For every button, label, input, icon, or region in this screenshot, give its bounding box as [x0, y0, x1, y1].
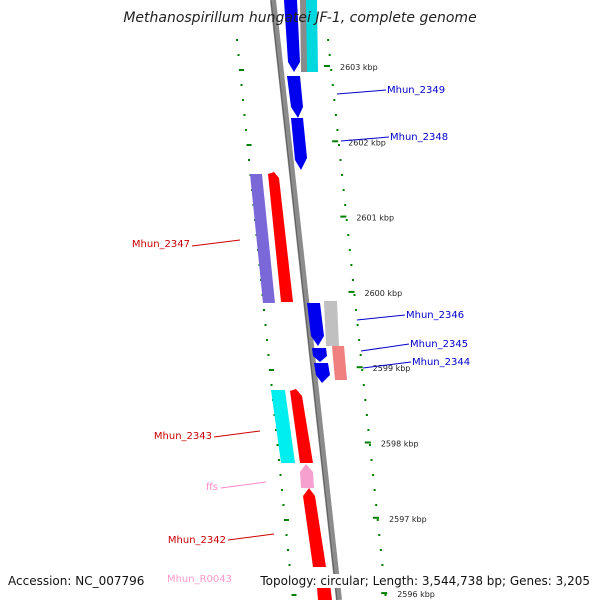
- label-mhun-2348[interactable]: Mhun_2348: [390, 132, 448, 143]
- cog-tracks: [250, 0, 347, 463]
- feature-mhun-2349-arrow[interactable]: [287, 76, 303, 118]
- feature-mhun-2350-arrow[interactable]: [284, 0, 300, 72]
- cog-block-cyan-top: [305, 0, 318, 72]
- label-mhun-2342[interactable]: Mhun_2342: [168, 535, 226, 546]
- feature-mhun-2346-arrow[interactable]: [307, 303, 324, 346]
- cog-block-gray-mid: [324, 301, 339, 346]
- cog-block-salmon: [332, 346, 347, 380]
- label-ffs[interactable]: ffs: [206, 482, 218, 493]
- label-mhun-2344[interactable]: Mhun_2344: [412, 357, 470, 368]
- label-mhun-2343[interactable]: Mhun_2343: [154, 431, 212, 442]
- ruler-tick-label: 2598 kbp: [381, 440, 419, 449]
- genome-backbone: [270, 0, 342, 600]
- ruler-tick-label: 2597 kbp: [389, 515, 427, 524]
- feature-mhun-2342-arrow[interactable]: [303, 488, 326, 567]
- ruler-tick-label: 2602 kbp: [348, 138, 386, 147]
- label-mhun-r0043[interactable]: Mhun_R0043: [167, 574, 232, 585]
- ruler-tick-label: 2601 kbp: [356, 214, 394, 223]
- label-mhun-2346[interactable]: Mhun_2346: [406, 310, 464, 321]
- label-mhun-2347[interactable]: Mhun_2347: [132, 239, 190, 250]
- feature-mhun-2344-arrow[interactable]: [314, 363, 330, 383]
- ruler-tick-label: 2603 kbp: [340, 63, 378, 72]
- map-title: Methanospirillum hungatei JF-1, complete…: [123, 10, 477, 26]
- cog-block-cyan-bottom: [271, 390, 295, 463]
- ruler-tick-label: 2599 kbp: [373, 364, 411, 373]
- feature-mhun-2347-arrow[interactable]: [268, 172, 293, 302]
- feature-labels: Mhun_2349 Mhun_2348 Mhun_2347 Mhun_2346 …: [132, 85, 470, 585]
- cds-features: [268, 0, 332, 600]
- label-mhun-2349[interactable]: Mhun_2349: [387, 85, 445, 96]
- ruler-tick-label: 2596 kbp: [397, 590, 435, 599]
- label-mhun-2345[interactable]: Mhun_2345: [410, 339, 468, 350]
- feature-mhun-2348-arrow[interactable]: [291, 118, 307, 170]
- feature-mhun-2343-arrow[interactable]: [290, 389, 313, 463]
- cog-block-purple: [250, 174, 275, 303]
- ruler-tick-label: 2600 kbp: [365, 289, 403, 298]
- kbp-ruler: 2603 kbp 2602 kbp 2601 kbp 2600 kbp 2599 kbp…: [324, 63, 435, 599]
- cog-block-gray-top: [300, 0, 307, 72]
- accession-text: Accession: NC_007796: [8, 574, 145, 588]
- feature-ffs-arrow[interactable]: [300, 464, 314, 488]
- feature-mhun-2345-arrow[interactable]: [312, 348, 327, 362]
- topology-text: Topology: circular; Length: 3,544,738 bp…: [256, 574, 590, 588]
- map-footer: Accession: NC_007796 Topology: circular;…: [0, 574, 600, 590]
- label-leaders: [191, 89, 412, 541]
